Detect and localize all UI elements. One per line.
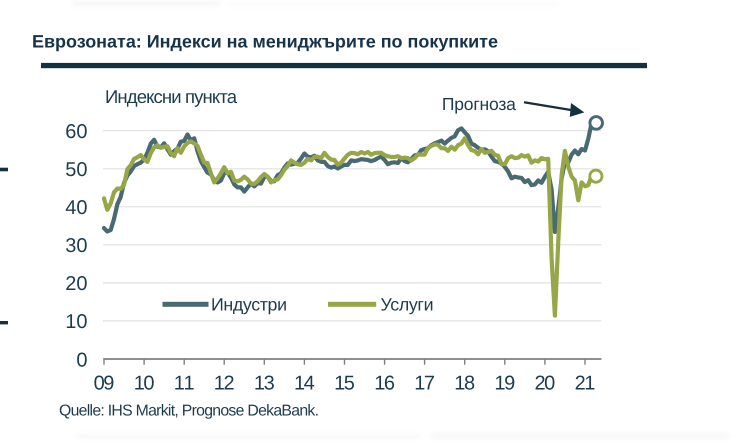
svg-text:21: 21	[575, 373, 596, 395]
svg-text:Услуги: Услуги	[381, 294, 434, 314]
svg-text:19: 19	[494, 373, 515, 395]
svg-text:Индустри: Индустри	[211, 294, 287, 314]
svg-text:60: 60	[65, 121, 87, 143]
svg-text:20: 20	[535, 373, 556, 395]
svg-text:14: 14	[294, 373, 315, 395]
svg-text:11: 11	[174, 373, 195, 395]
svg-text:12: 12	[214, 373, 235, 395]
svg-text:30: 30	[65, 235, 87, 257]
svg-text:17: 17	[414, 373, 435, 395]
svg-text:10: 10	[134, 373, 155, 395]
svg-text:10: 10	[65, 311, 87, 333]
svg-text:50: 50	[65, 159, 87, 181]
svg-text:15: 15	[334, 373, 355, 395]
svg-text:16: 16	[374, 373, 395, 395]
svg-text:18: 18	[454, 373, 475, 395]
svg-text:13: 13	[254, 373, 275, 395]
svg-text:09: 09	[94, 373, 115, 395]
svg-text:40: 40	[65, 197, 87, 219]
svg-text:Индексни пункта: Индексни пункта	[105, 86, 238, 107]
svg-text:Quelle: IHS Markit, Prognose D: Quelle: IHS Markit, Prognose DekaBank.	[59, 402, 319, 419]
svg-text:20: 20	[65, 273, 87, 295]
svg-text:Прогноза: Прогноза	[442, 94, 516, 114]
svg-text:Еврозоната: Индекси на мениджъ: Еврозоната: Индекси на мениджърите по по…	[32, 32, 498, 52]
svg-text:0: 0	[76, 349, 87, 371]
